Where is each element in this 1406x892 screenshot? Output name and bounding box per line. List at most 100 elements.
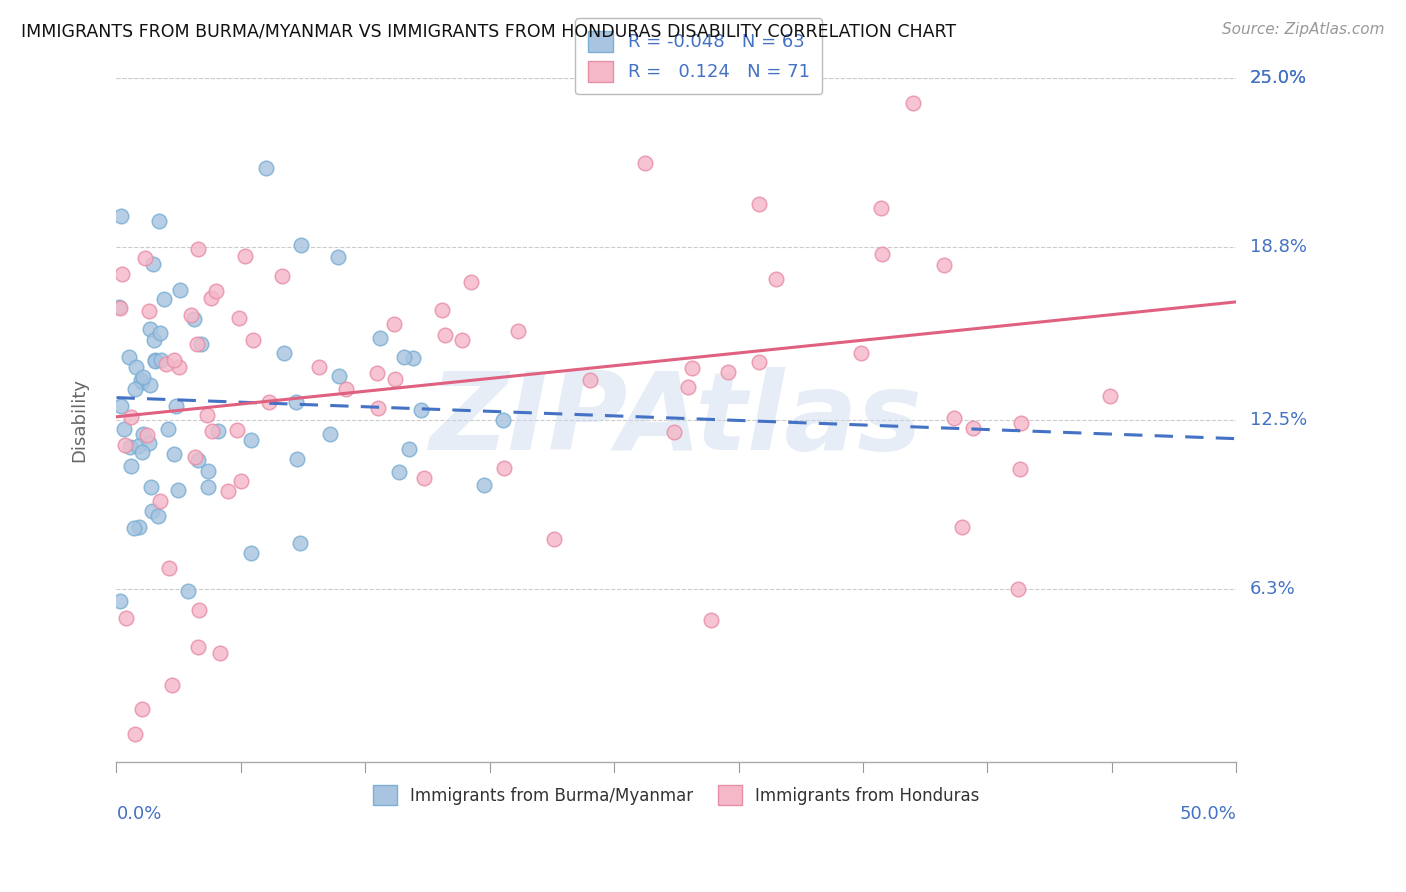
Point — [110, 593, 132, 607]
Point — [142, 257, 165, 271]
Point — [217, 484, 239, 499]
Point — [190, 336, 212, 351]
Legend: Immigrants from Burma/Myanmar, Immigrants from Honduras: Immigrants from Burma/Myanmar, Immigrant… — [367, 779, 986, 812]
Point — [143, 333, 166, 347]
Text: 18.8%: 18.8% — [1250, 238, 1306, 256]
Point — [950, 519, 973, 533]
Point — [138, 303, 160, 318]
Point — [150, 353, 173, 368]
Point — [183, 312, 205, 326]
Point — [901, 95, 924, 110]
Point — [167, 483, 190, 497]
Point — [139, 480, 162, 494]
Point — [157, 561, 180, 575]
Point — [392, 350, 415, 364]
Point — [506, 324, 529, 338]
Point — [228, 310, 250, 325]
Point — [187, 242, 209, 256]
Point — [131, 376, 153, 390]
Point — [110, 209, 132, 223]
Point — [870, 202, 893, 216]
Point — [634, 156, 657, 170]
Point — [200, 291, 222, 305]
Point — [128, 519, 150, 533]
Point — [413, 471, 436, 485]
Point — [579, 373, 602, 387]
Point — [120, 458, 142, 473]
Point — [139, 378, 162, 392]
Point — [131, 702, 153, 716]
Point — [187, 640, 209, 654]
Point — [139, 321, 162, 335]
Text: 25.0%: 25.0% — [1250, 69, 1308, 87]
Point — [398, 442, 420, 456]
Point — [163, 447, 186, 461]
Text: Source: ZipAtlas.com: Source: ZipAtlas.com — [1222, 22, 1385, 37]
Point — [433, 327, 456, 342]
Point — [115, 610, 138, 624]
Point — [662, 425, 685, 440]
Point — [143, 353, 166, 368]
Point — [186, 337, 208, 351]
Point — [188, 603, 211, 617]
Point — [114, 422, 136, 436]
Point — [259, 395, 281, 409]
Point — [460, 276, 482, 290]
Point — [849, 346, 872, 360]
Text: 0.0%: 0.0% — [117, 805, 162, 823]
Point — [240, 434, 263, 448]
Point — [748, 355, 770, 369]
Point — [367, 401, 389, 415]
Point — [169, 283, 191, 297]
Point — [208, 646, 231, 660]
Point — [153, 292, 176, 306]
Point — [239, 545, 262, 559]
Text: Disability: Disability — [70, 377, 89, 461]
Text: IMMIGRANTS FROM BURMA/MYANMAR VS IMMIGRANTS FROM HONDURAS DISABILITY CORRELATION: IMMIGRANTS FROM BURMA/MYANMAR VS IMMIGRA… — [21, 22, 956, 40]
Point — [472, 478, 495, 492]
Point — [290, 238, 312, 252]
Point — [271, 269, 294, 284]
Point — [124, 382, 146, 396]
Point — [110, 399, 132, 413]
Point — [145, 354, 167, 368]
Point — [494, 461, 516, 475]
Point — [135, 428, 157, 442]
Point — [118, 351, 141, 365]
Text: 50.0%: 50.0% — [1180, 805, 1236, 823]
Point — [131, 445, 153, 459]
Point — [207, 424, 229, 438]
Point — [388, 465, 411, 479]
Point — [932, 258, 955, 272]
Point — [233, 249, 256, 263]
Text: 6.3%: 6.3% — [1250, 580, 1295, 599]
Point — [134, 252, 156, 266]
Point — [288, 536, 311, 550]
Point — [156, 422, 179, 436]
Point — [285, 395, 308, 409]
Point — [184, 450, 207, 464]
Point — [205, 285, 228, 299]
Point — [155, 357, 177, 371]
Point — [107, 301, 129, 315]
Point — [187, 453, 209, 467]
Point — [111, 267, 134, 281]
Point — [242, 333, 264, 347]
Point — [328, 369, 350, 384]
Point — [177, 583, 200, 598]
Point — [765, 272, 787, 286]
Point — [118, 440, 141, 454]
Point — [308, 359, 330, 374]
Point — [700, 614, 723, 628]
Point — [124, 727, 146, 741]
Point — [131, 427, 153, 442]
Point — [870, 246, 893, 260]
Point — [114, 438, 136, 452]
Point — [148, 213, 170, 227]
Point — [1010, 416, 1032, 430]
Point — [319, 426, 342, 441]
Point — [124, 360, 146, 375]
Point — [132, 369, 155, 384]
Point — [160, 678, 183, 692]
Point — [254, 161, 277, 176]
